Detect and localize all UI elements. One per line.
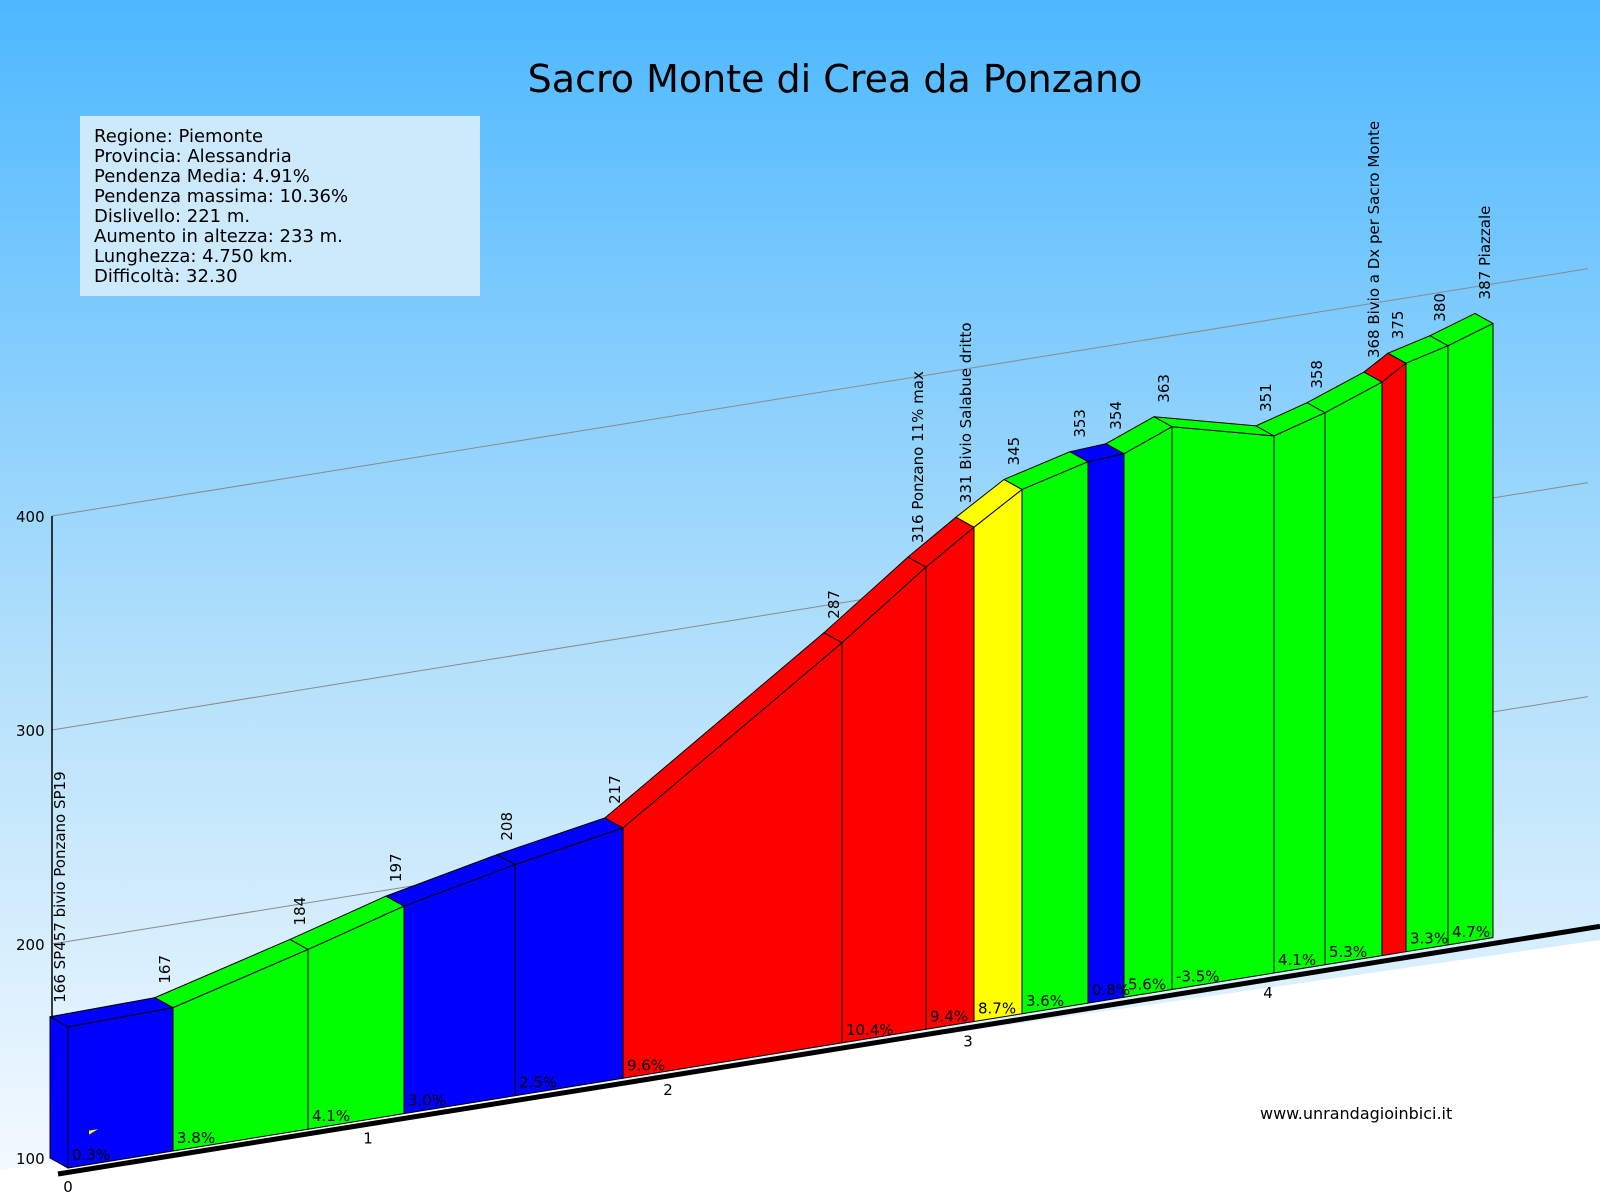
x-tick-label: 3 bbox=[963, 1033, 973, 1051]
segment-grade-label: 8.7% bbox=[978, 1000, 1016, 1018]
segment-front-face bbox=[514, 827, 624, 1097]
segment-front-face bbox=[403, 864, 516, 1115]
ground-area bbox=[0, 940, 1600, 1200]
segment-front-face bbox=[1021, 461, 1089, 1015]
segment-grade-label: 9.4% bbox=[930, 1007, 968, 1025]
info-elevation-gain: Aumento in altezza: 233 m. bbox=[94, 226, 343, 247]
altitude-label: 363 bbox=[1155, 374, 1173, 403]
segment-top-face bbox=[1429, 312, 1494, 347]
segment-grade-label: 3.6% bbox=[1026, 992, 1064, 1010]
x-tick-label: 0 bbox=[63, 1178, 73, 1196]
altitude-label: 208 bbox=[498, 812, 516, 841]
x-axis-ticks: 0 1 2 3 4 bbox=[57, 923, 1600, 1196]
segment-grade-label: 9.6% bbox=[627, 1056, 665, 1074]
altitude-label: 166 SP457 bivio Ponzano SP19 bbox=[51, 771, 69, 1002]
altitude-label: 351 bbox=[1257, 383, 1275, 412]
altitude-label: 387 Piazzale bbox=[1476, 206, 1494, 300]
segment-grade-label: 3.8% bbox=[177, 1129, 215, 1147]
segment-grade-label: 0.8% bbox=[1092, 981, 1130, 999]
y-axis: 100 200 300 400 bbox=[16, 508, 53, 1168]
profile-segments bbox=[49, 312, 1494, 1169]
segment-front-face bbox=[973, 488, 1023, 1023]
segment-grade-label: 5.6% bbox=[1128, 975, 1166, 993]
segment-front-face bbox=[1087, 453, 1125, 1004]
altitude-label: 287 bbox=[825, 590, 843, 619]
info-region: Regione: Piemonte bbox=[94, 126, 264, 147]
info-length: Lunghezza: 4.750 km. bbox=[94, 246, 294, 267]
segment-front-face bbox=[1447, 322, 1494, 946]
altitude-label: 353 bbox=[1071, 409, 1089, 438]
segment-grade-label: 2.5% bbox=[519, 1074, 557, 1092]
segment-front-face bbox=[1123, 426, 1173, 998]
segment-front-face bbox=[925, 526, 975, 1030]
grade-labels: 0.3% 3.8% 4.1% 3.0% 2.5% 9.6% 10.4% 9.4% 8.7% 3.6… bbox=[72, 923, 1490, 1164]
segment-front-face bbox=[1324, 381, 1383, 966]
segment-grade-label: 10.4% bbox=[846, 1021, 894, 1039]
info-elevation-difference: Dislivello: 221 m. bbox=[94, 206, 251, 227]
segment-grade-label: 3.3% bbox=[1410, 930, 1448, 948]
segment-grade-label: 5.3% bbox=[1329, 943, 1367, 961]
altitude-label: 331 Bivio Salabue dritto bbox=[957, 322, 975, 503]
segment-front-face bbox=[1381, 362, 1407, 957]
altitude-label: 368 Bivio a Dx per Sacro Monte bbox=[1365, 121, 1383, 358]
altitude-label: 217 bbox=[606, 775, 624, 804]
altitude-labels: 166 SP457 bivio Ponzano SP19 167 184 197 208… bbox=[51, 121, 1494, 1003]
altitude-label: 380 bbox=[1431, 293, 1449, 322]
altitude-label: 358 bbox=[1308, 360, 1326, 389]
segment-grade-label: 3.0% bbox=[408, 1092, 446, 1110]
x-tick-label: 4 bbox=[1263, 984, 1273, 1002]
altitude-label: 316 Ponzano 11% max bbox=[909, 371, 927, 543]
website-credit: www.unrandagioinbici.it bbox=[1260, 1104, 1452, 1123]
segment-front-face bbox=[67, 1007, 174, 1169]
x-tick-label: 2 bbox=[663, 1081, 673, 1099]
segment-front-face bbox=[841, 566, 927, 1044]
altitude-label: 354 bbox=[1107, 401, 1125, 430]
altitude-label: 345 bbox=[1005, 437, 1023, 466]
x-tick-label: 1 bbox=[363, 1130, 373, 1148]
segment-grade-label: 0.3% bbox=[72, 1146, 110, 1164]
segment-front-face bbox=[1171, 426, 1275, 991]
info-difficulty: Difficoltà: 32.30 bbox=[94, 266, 238, 287]
altitude-label: 375 bbox=[1389, 311, 1407, 340]
chart-title: Sacro Monte di Crea da Ponzano bbox=[528, 57, 1143, 101]
segment-grade-label: 4.1% bbox=[1278, 951, 1316, 969]
y-tick-label: 200 bbox=[16, 936, 45, 954]
segment-front-face bbox=[1405, 345, 1449, 953]
altitude-label: 167 bbox=[156, 955, 174, 984]
start-marker bbox=[89, 1129, 98, 1135]
climb-info-box: Regione: Piemonte Provincia: Alessandria… bbox=[80, 116, 480, 296]
grid-line bbox=[51, 268, 1589, 517]
segment-front-face bbox=[1273, 412, 1326, 974]
y-tick-label: 300 bbox=[16, 722, 45, 740]
segment-side-face bbox=[49, 1015, 69, 1169]
altitude-label: 184 bbox=[291, 897, 309, 926]
ground-baseline bbox=[57, 923, 1600, 1177]
segment-grade-label: -3.5% bbox=[1176, 968, 1220, 986]
altitude-label: 197 bbox=[387, 853, 405, 882]
y-tick-label: 100 bbox=[16, 1150, 45, 1168]
y-tick-label: 400 bbox=[16, 508, 45, 526]
info-average-grade: Pendenza Media: 4.91% bbox=[94, 166, 310, 187]
segment-grade-label: 4.7% bbox=[1452, 923, 1490, 941]
info-province: Provincia: Alessandria bbox=[94, 146, 292, 167]
segment-grade-label: 4.1% bbox=[312, 1107, 350, 1125]
info-max-grade: Pendenza massima: 10.36% bbox=[94, 186, 349, 207]
